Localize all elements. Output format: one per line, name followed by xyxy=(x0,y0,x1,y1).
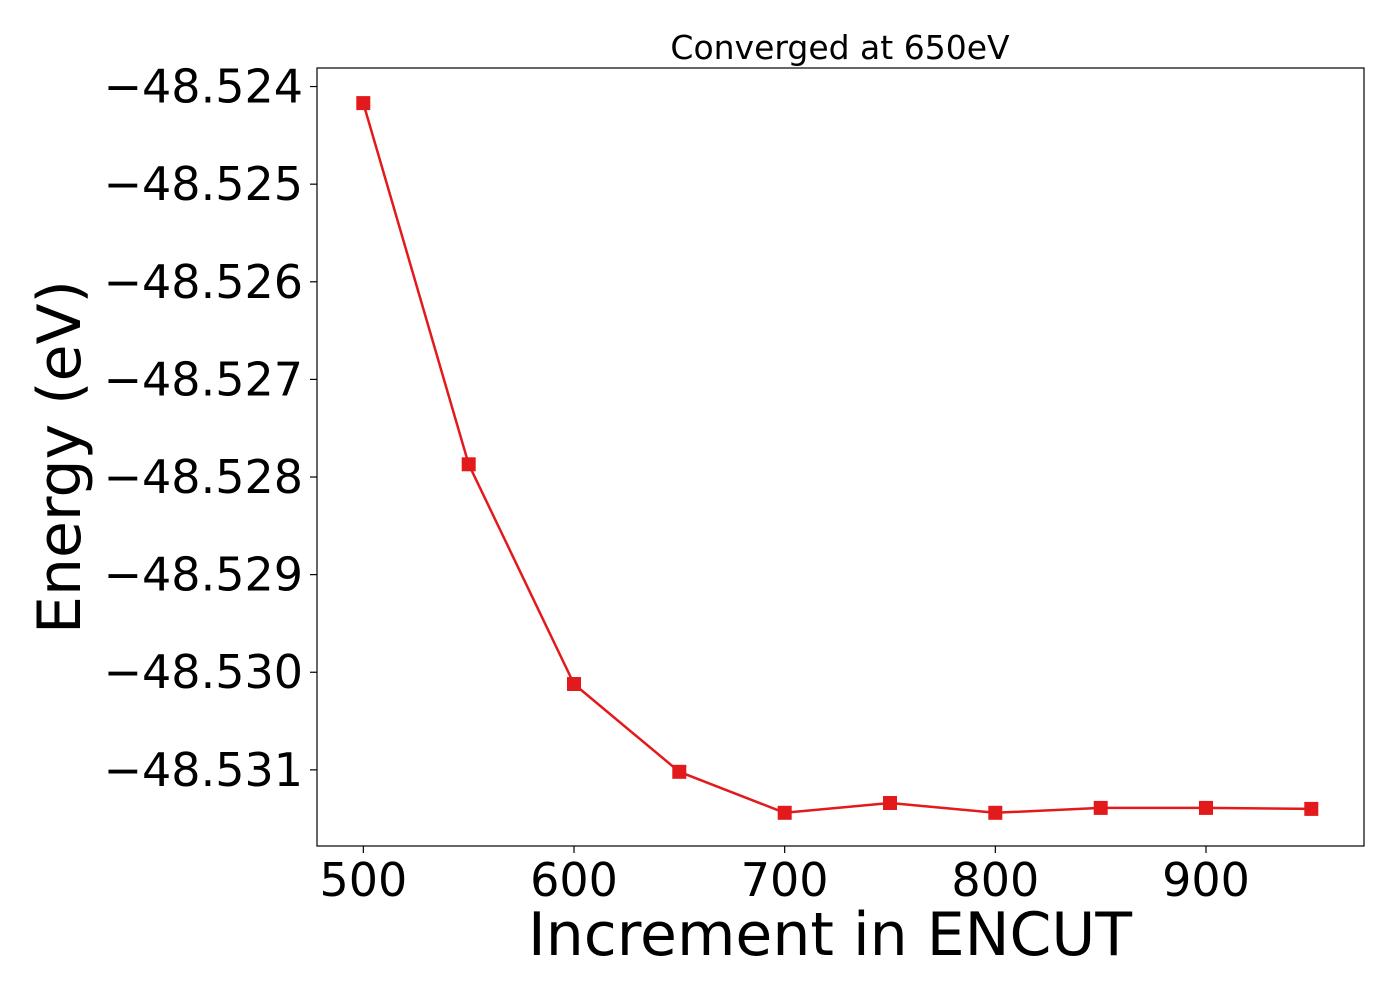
x-tick-label: 800 xyxy=(951,853,1039,907)
y-tick-label: −48.529 xyxy=(104,548,304,602)
y-tick-label: −48.527 xyxy=(104,352,304,406)
series-line xyxy=(362,102,1312,815)
data-point xyxy=(1199,800,1213,815)
x-axis-title: Increment in ENCUT xyxy=(528,900,1132,970)
plot-area xyxy=(316,67,1365,847)
data-point xyxy=(356,96,371,111)
data-point xyxy=(1093,800,1108,815)
y-tick-label: −48.530 xyxy=(104,645,304,699)
data-point xyxy=(672,764,687,779)
x-tick-label: 600 xyxy=(530,853,618,907)
x-tick-label: 500 xyxy=(319,853,407,907)
chart-title: Converged at 650eV xyxy=(670,28,1010,67)
y-axis-title: Energy (eV) xyxy=(25,280,95,634)
y-axis: −48.524 −48.525 −48.526 −48.527 −48.528 −48.5… xyxy=(104,60,317,797)
data-point xyxy=(988,805,1003,820)
y-tick-label: −48.524 xyxy=(104,60,304,114)
y-tick-label: −48.525 xyxy=(104,157,304,211)
data-point xyxy=(567,677,581,691)
y-tick-label: −48.526 xyxy=(104,255,304,309)
x-axis: 500 600 700 800 900 xyxy=(319,846,1250,907)
data-point xyxy=(777,805,792,820)
y-tick-label: −48.531 xyxy=(104,743,304,797)
x-tick-label: 700 xyxy=(741,853,829,907)
x-tick-label: 900 xyxy=(1162,853,1250,907)
series-markers xyxy=(356,96,1319,820)
data-point xyxy=(461,457,476,472)
y-tick-label: −48.528 xyxy=(104,450,304,504)
data-point xyxy=(1304,801,1319,816)
data-point xyxy=(883,796,897,810)
